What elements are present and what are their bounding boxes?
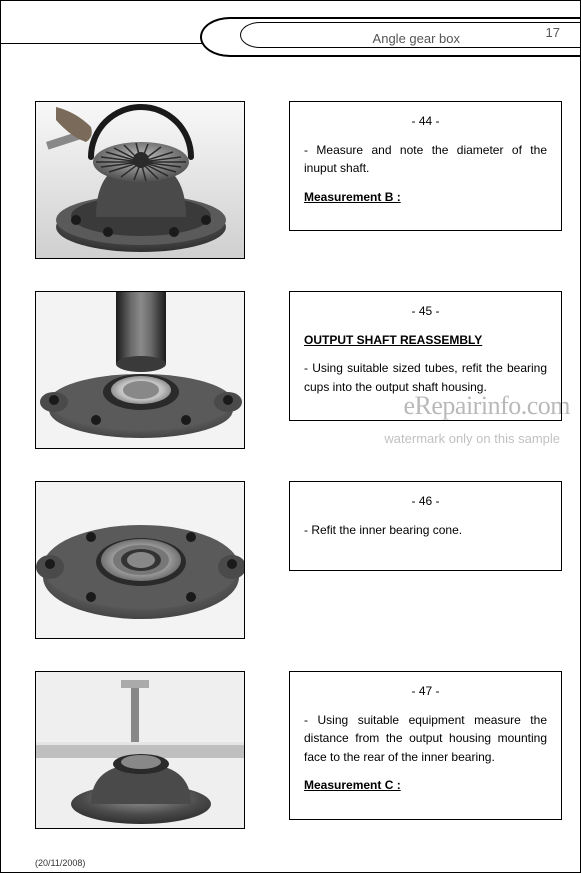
textbox-47: - 47 - - Using suitable equipment measur… xyxy=(289,671,562,820)
step-text: - Measure and note the diameter of the i… xyxy=(304,141,547,178)
section-heading: OUTPUT SHAFT REASSEMBLY xyxy=(304,331,547,350)
step-row-46: - 46 - - Refit the inner bearing cone. xyxy=(1,481,580,639)
page-header: Angle gear box 17 xyxy=(1,1,580,61)
step-row-45: - 45 - OUTPUT SHAFT REASSEMBLY - Using s… xyxy=(1,291,580,449)
step-id: - 47 - xyxy=(304,682,547,701)
figure-47 xyxy=(35,671,245,829)
step-row-44: - 44 - - Measure and note the diameter o… xyxy=(1,101,580,259)
content-area: - 44 - - Measure and note the diameter o… xyxy=(1,101,580,829)
measurement-label: Measurement C : xyxy=(304,778,401,792)
figure-45 xyxy=(35,291,245,449)
textbox-45: - 45 - OUTPUT SHAFT REASSEMBLY - Using s… xyxy=(289,291,562,421)
figure-46 xyxy=(35,481,245,639)
step-id: - 46 - xyxy=(304,492,547,511)
step-text: - Refit the inner bearing cone. xyxy=(304,521,547,540)
manual-page: Angle gear box 17 xyxy=(0,0,581,873)
section-title: Angle gear box xyxy=(373,31,460,46)
footer-date: (20/11/2008) xyxy=(35,858,85,868)
figure-44 xyxy=(35,101,245,259)
step-id: - 45 - xyxy=(304,302,547,321)
textbox-44: - 44 - - Measure and note the diameter o… xyxy=(289,101,562,231)
measurement-label: Measurement B : xyxy=(304,190,401,204)
step-row-47: - 47 - - Using suitable equipment measur… xyxy=(1,671,580,829)
step-text: - Using suitable equipment measure the d… xyxy=(304,711,547,767)
textbox-46: - 46 - - Refit the inner bearing cone. xyxy=(289,481,562,571)
page-number: 17 xyxy=(546,25,560,40)
step-id: - 44 - xyxy=(304,112,547,131)
step-text: - Using suitable sized tubes, refit the … xyxy=(304,359,547,396)
